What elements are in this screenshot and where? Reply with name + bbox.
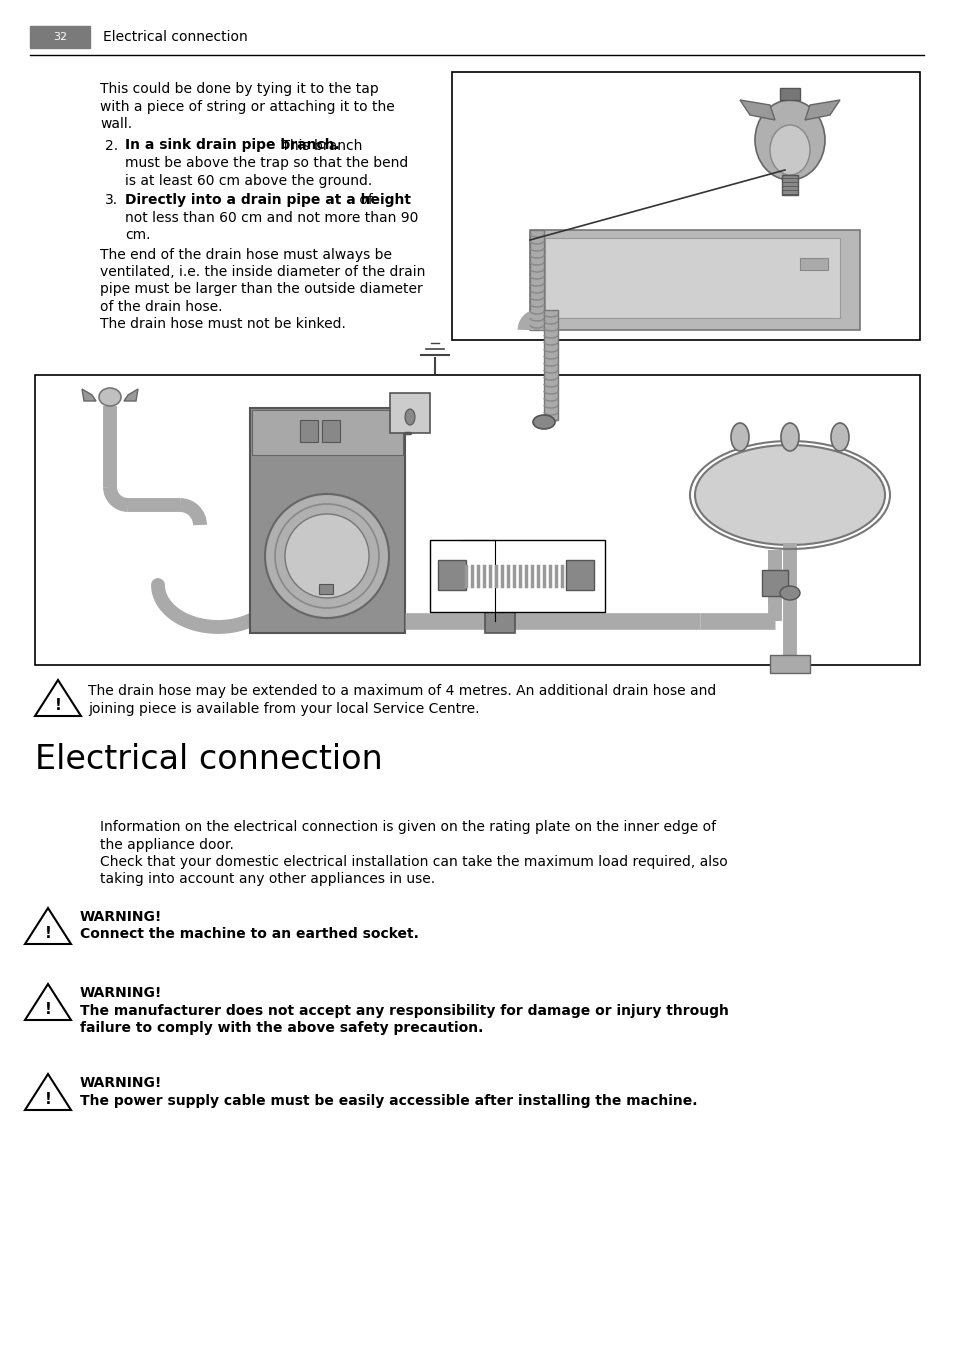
Bar	[544, 238, 840, 318]
Bar	[543, 310, 558, 420]
Bar	[318, 584, 333, 594]
Polygon shape	[124, 389, 138, 402]
Bar	[761, 571, 787, 596]
Text: of the drain hose.: of the drain hose.	[100, 300, 222, 314]
Ellipse shape	[730, 423, 748, 452]
Bar	[430, 539, 604, 612]
Circle shape	[285, 514, 369, 598]
Bar	[565, 560, 594, 589]
Ellipse shape	[769, 124, 809, 174]
Text: wall.: wall.	[100, 118, 132, 131]
Text: This could be done by tying it to the tap: This could be done by tying it to the ta…	[100, 82, 378, 96]
Text: WARNING!: WARNING!	[80, 986, 162, 1000]
Bar	[390, 393, 430, 433]
Ellipse shape	[754, 100, 824, 180]
Text: not less than 60 cm and not more than 90: not less than 60 cm and not more than 90	[125, 211, 418, 224]
Text: must be above the trap so that the bend: must be above the trap so that the bend	[125, 155, 408, 170]
Ellipse shape	[405, 410, 415, 425]
Text: the appliance door.: the appliance door.	[100, 837, 233, 852]
Text: In a sink drain pipe branch.: In a sink drain pipe branch.	[125, 138, 339, 153]
Text: Information on the electrical connection is given on the rating plate on the inn: Information on the electrical connection…	[100, 821, 716, 834]
Bar	[530, 230, 543, 330]
Text: with a piece of string or attaching it to the: with a piece of string or attaching it t…	[100, 100, 395, 114]
Text: The drain hose may be extended to a maximum of 4 metres. An additional drain hos: The drain hose may be extended to a maxi…	[88, 684, 716, 698]
Bar	[299, 420, 317, 442]
Polygon shape	[740, 100, 774, 120]
Ellipse shape	[780, 585, 800, 600]
Text: Electrical connection: Electrical connection	[35, 744, 382, 776]
Bar	[530, 230, 859, 330]
Bar	[780, 88, 800, 100]
Text: Electrical connection: Electrical connection	[103, 30, 248, 45]
Text: The power supply cable must be easily accessible after installing the machine.: The power supply cable must be easily ac…	[80, 1094, 697, 1107]
Bar	[437, 560, 465, 589]
Text: The manufacturer does not accept any responsibility for damage or injury through: The manufacturer does not accept any res…	[80, 1003, 728, 1018]
Polygon shape	[804, 100, 840, 120]
Bar	[35, 375, 919, 665]
Bar	[769, 654, 809, 673]
Polygon shape	[82, 389, 96, 402]
Text: pipe must be larger than the outside diameter: pipe must be larger than the outside dia…	[100, 283, 422, 296]
Text: Check that your domestic electrical installation can take the maximum load requi: Check that your domestic electrical inst…	[100, 854, 727, 869]
Bar	[800, 258, 827, 270]
Text: The end of the drain hose must always be: The end of the drain hose must always be	[100, 247, 392, 261]
Text: !: !	[45, 1002, 51, 1018]
Bar	[250, 408, 405, 633]
Ellipse shape	[533, 415, 555, 429]
Text: taking into account any other appliances in use.: taking into account any other appliances…	[100, 872, 435, 887]
Text: failure to comply with the above safety precaution.: failure to comply with the above safety …	[80, 1021, 483, 1036]
Text: WARNING!: WARNING!	[80, 1076, 162, 1090]
Text: cm.: cm.	[125, 228, 151, 242]
Text: !: !	[54, 699, 61, 714]
Text: WARNING!: WARNING!	[80, 910, 162, 923]
Text: 3.: 3.	[105, 193, 118, 207]
Text: is at least 60 cm above the ground.: is at least 60 cm above the ground.	[125, 173, 372, 188]
Bar	[781, 174, 797, 195]
Bar	[452, 72, 919, 339]
Bar	[322, 420, 339, 442]
Bar	[484, 608, 515, 633]
Text: Connect the machine to an earthed socket.: Connect the machine to an earthed socket…	[80, 927, 418, 941]
Text: 32: 32	[52, 32, 67, 42]
Text: of: of	[355, 193, 373, 207]
Ellipse shape	[99, 388, 121, 406]
Bar	[252, 410, 402, 456]
Ellipse shape	[830, 423, 848, 452]
Text: !: !	[45, 1092, 51, 1107]
Text: ventilated, i.e. the inside diameter of the drain: ventilated, i.e. the inside diameter of …	[100, 265, 425, 279]
Ellipse shape	[781, 423, 799, 452]
Text: 2.: 2.	[105, 138, 118, 153]
Circle shape	[265, 493, 389, 618]
Text: The drain hose must not be kinked.: The drain hose must not be kinked.	[100, 318, 346, 331]
Bar	[30, 26, 90, 49]
Text: Directly into a drain pipe at a height: Directly into a drain pipe at a height	[125, 193, 411, 207]
Text: This branch: This branch	[276, 138, 362, 153]
Text: joining piece is available from your local Service Centre.: joining piece is available from your loc…	[88, 702, 479, 715]
Text: !: !	[45, 926, 51, 941]
Ellipse shape	[695, 445, 884, 545]
